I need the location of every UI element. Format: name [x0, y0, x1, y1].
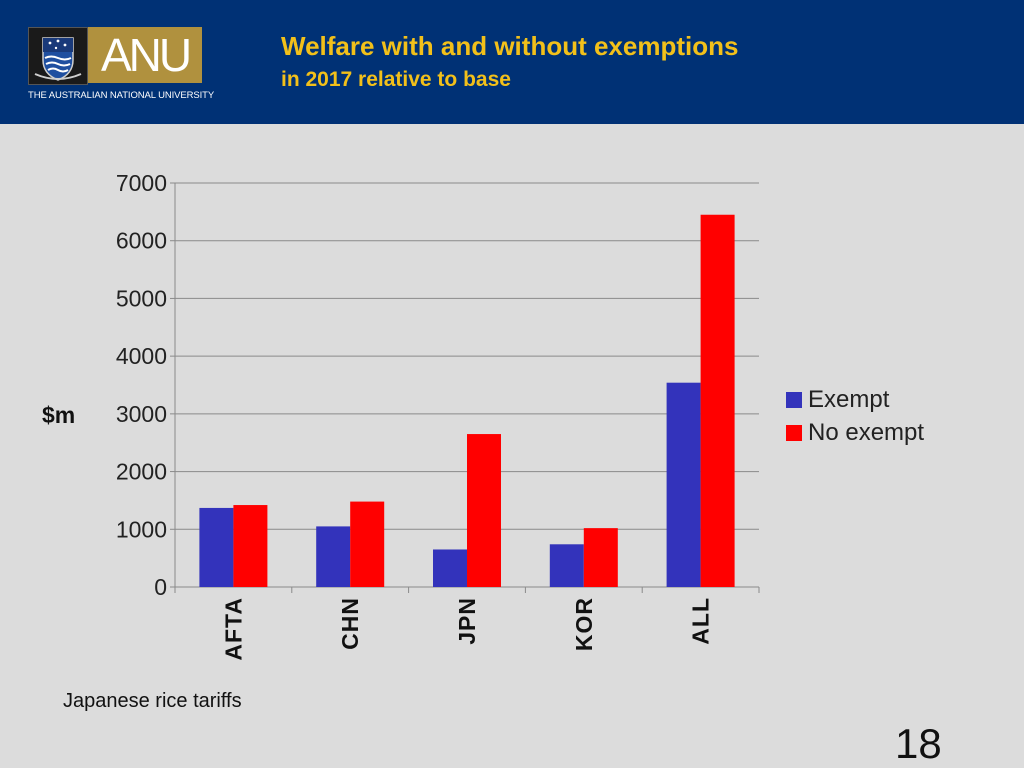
- legend-swatch-exempt: [786, 392, 802, 408]
- y-tick-label: 4000: [116, 343, 167, 369]
- x-tick-label: AFTA: [220, 597, 246, 661]
- y-tick-label: 1000: [116, 516, 167, 542]
- y-tick-label: 2000: [116, 459, 167, 485]
- bar-exempt-afta: [199, 507, 234, 587]
- y-tick-label: 3000: [116, 401, 167, 427]
- university-name: THE AUSTRALIAN NATIONAL UNIVERSITY: [28, 90, 215, 101]
- slide-subtitle: in 2017 relative to base: [281, 68, 511, 91]
- bar-exempt-jpn: [433, 549, 467, 587]
- legend-label-exempt: Exempt: [808, 386, 890, 413]
- bar-no-exempt-all: [700, 214, 735, 587]
- x-tick-label: JPN: [454, 597, 480, 645]
- footnote: Japanese rice tariffs: [63, 690, 242, 712]
- y-tick-label: 6000: [116, 228, 167, 254]
- bar-no-exempt-kor: [583, 528, 618, 587]
- header-banner: ANU THE AUSTRALIAN NATIONAL UNIVERSITY W…: [0, 0, 1024, 124]
- bar-exempt-all: [666, 382, 701, 587]
- bar-exempt-kor: [549, 544, 584, 587]
- legend-swatch-no-exempt: [786, 425, 802, 441]
- x-tick-label: CHN: [337, 597, 363, 650]
- university-crest-icon: [28, 27, 88, 85]
- anu-logo: ANU: [88, 27, 202, 83]
- bar-no-exempt-afta: [233, 505, 268, 587]
- slide-title: Welfare with and without exemptions: [281, 31, 739, 61]
- y-tick-label: 5000: [116, 285, 167, 311]
- page-number: 18: [895, 720, 942, 767]
- y-tick-label: 7000: [116, 170, 167, 196]
- x-tick-label: KOR: [571, 597, 597, 651]
- bar-no-exempt-chn: [350, 501, 385, 587]
- y-tick-label: 0: [154, 574, 167, 600]
- legend-label-no-exempt: No exempt: [808, 419, 925, 446]
- bar-exempt-chn: [316, 526, 351, 587]
- x-tick-label: ALL: [688, 597, 714, 645]
- bar-no-exempt-jpn: [467, 434, 501, 587]
- anu-logo-text: ANU: [100, 29, 192, 81]
- y-axis-label: $m: [42, 402, 76, 428]
